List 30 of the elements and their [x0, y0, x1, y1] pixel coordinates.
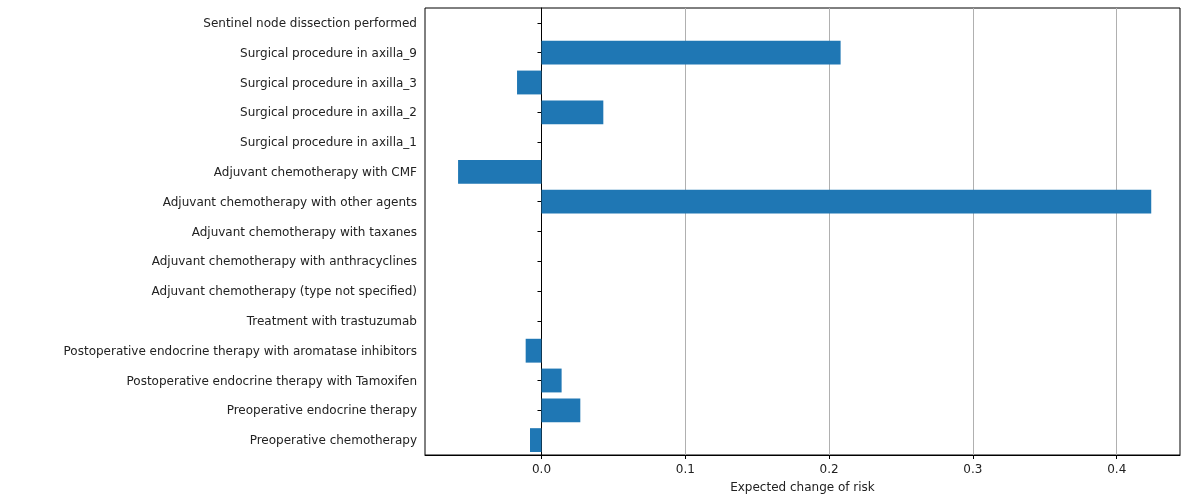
- x-tick-label: 0.4: [1107, 462, 1127, 476]
- bar: [529, 428, 542, 453]
- y-tick-label: Surgical procedure in axilla_2: [240, 105, 417, 120]
- y-tick-label: Surgical procedure in axilla_1: [240, 135, 417, 150]
- x-axis-title: Expected change of risk: [730, 480, 875, 494]
- y-tick-label: Adjuvant chemotherapy with other agents: [162, 194, 417, 209]
- y-tick-label: Preoperative endocrine therapy: [226, 403, 417, 418]
- y-tick-label: Postoperative endocrine therapy with aromatase inhibitors: [63, 343, 417, 358]
- y-tick-label: Adjuvant chemotherapy (type not specified): [151, 284, 417, 299]
- x-tick-label: 0.1: [675, 462, 695, 476]
- y-tick-label: Surgical procedure in axilla_9: [240, 45, 417, 60]
- x-tick-label: 0.3: [963, 462, 983, 476]
- y-tick-label: Preoperative chemotherapy: [249, 433, 417, 448]
- y-tick-label: Adjuvant chemotherapy with CMF: [213, 164, 418, 179]
- x-tick-label: 0.2: [819, 462, 839, 476]
- bar: [458, 159, 542, 184]
- bar: [517, 70, 542, 95]
- y-tick-label: Adjuvant chemotherapy with taxanes: [191, 224, 417, 239]
- bar: [541, 189, 1152, 214]
- bar: [541, 100, 604, 125]
- y-tick-label: Sentinel node dissection performed: [203, 15, 417, 30]
- bar: [541, 398, 581, 423]
- x-tick-label: 0.0: [531, 462, 552, 476]
- y-tick-label: Postoperative endocrine therapy with Tamoxifen: [126, 373, 417, 388]
- y-tick-label: Treatment with trastuzumab: [245, 313, 417, 328]
- bar: [541, 368, 562, 393]
- bar: [525, 338, 542, 363]
- bar: [541, 40, 841, 65]
- y-tick-label: Surgical procedure in axilla_3: [240, 75, 417, 90]
- y-tick-label: Adjuvant chemotherapy with anthracyclines: [151, 254, 417, 269]
